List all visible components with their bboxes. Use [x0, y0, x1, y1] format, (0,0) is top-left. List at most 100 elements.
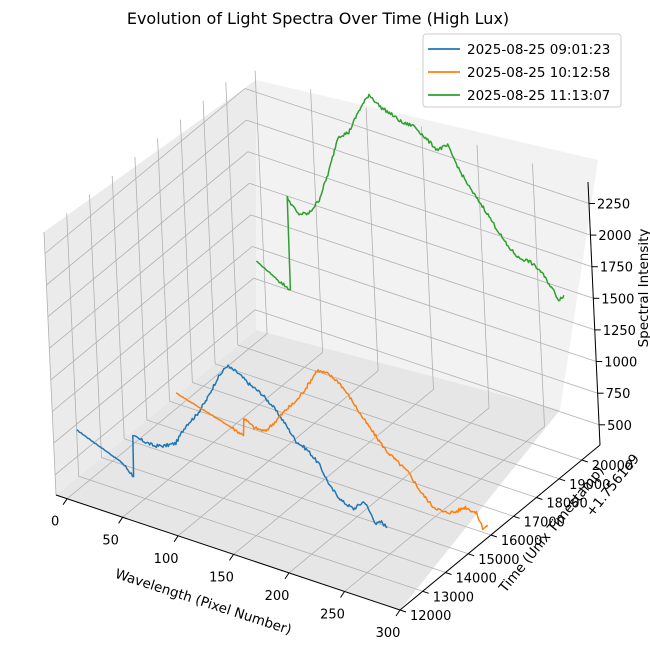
legend-box [422, 33, 622, 108]
grid-line-x [476, 144, 490, 408]
x-tick-label: 50 [102, 533, 119, 548]
grid-line-x [122, 351, 323, 518]
pane-floor [56, 330, 560, 610]
y-tick-mark [581, 459, 588, 463]
grid-line-z [54, 309, 256, 476]
grid-line-x [288, 407, 490, 574]
grid-line-x [233, 389, 434, 555]
grid-line-y [111, 175, 125, 439]
grid-line-y [43, 231, 57, 496]
y-tick-label: 14000 [456, 572, 497, 587]
series-line-1 [76, 364, 388, 529]
grid-line-z [252, 246, 597, 362]
grid-line-x [532, 163, 545, 427]
grid-line-z [246, 119, 591, 236]
grid-line-x [344, 426, 545, 592]
z-tick-label: 1250 [603, 324, 636, 339]
z-axis-label: Spectral Intensity [636, 229, 650, 348]
y-tick-label: 13000 [433, 590, 474, 605]
y-tick-mark [399, 609, 407, 613]
grid-line-z [44, 88, 246, 254]
chart-panes [44, 80, 598, 610]
grid-line-y [202, 100, 216, 364]
grid-line-y [66, 213, 80, 477]
y-tick-label: 17000 [524, 515, 565, 530]
grid-line-z [53, 277, 254, 444]
grid-line-y [192, 382, 537, 498]
y-tick-label: 12000 [410, 609, 451, 624]
grid-lines [43, 70, 601, 611]
x-tick-mark [173, 535, 179, 543]
grid-line-y [89, 194, 102, 458]
z-tick-label: 500 [607, 419, 632, 434]
grid-line-z [47, 151, 249, 318]
x-tick-mark [395, 609, 401, 617]
grid-line-z [51, 246, 253, 412]
series-line-3 [255, 93, 565, 302]
legend-label: 2025-08-25 09:01:23 [467, 42, 610, 58]
grid-line-x [365, 107, 379, 371]
axes [55, 181, 606, 617]
x-tick-mark [340, 591, 345, 598]
legend-label: 2025-08-25 11:13:07 [467, 88, 610, 104]
grid-line-z [253, 277, 598, 394]
grid-line-y [225, 81, 239, 346]
y-tick-mark [445, 572, 452, 575]
grid-line-y [214, 363, 560, 480]
grid-line-z [247, 151, 593, 268]
grid-line-x [254, 70, 268, 334]
y-tick-mark [513, 515, 520, 519]
grid-line-y [169, 400, 514, 517]
grid-line-z [46, 119, 247, 286]
y-tick-mark [536, 497, 543, 500]
y-tick-label: 18000 [546, 497, 587, 512]
y-tick-label: 19000 [569, 478, 610, 493]
y-tick-mark [468, 553, 475, 557]
chart-title: Evolution of Light Spectra Over Time (Hi… [127, 9, 509, 28]
y-tick-label: 15000 [478, 553, 519, 568]
x-tick-mark [284, 572, 290, 580]
x-tick-label: 250 [320, 608, 345, 623]
grid-line-y [157, 138, 170, 402]
grid-line-y [124, 438, 469, 555]
legend: 2025-08-25 09:01:23 2025-08-25 10:12:58 20… [422, 33, 622, 108]
grid-line-y [134, 156, 148, 421]
z-tick-label: 2000 [598, 229, 631, 244]
grid-line-z [244, 88, 590, 204]
z-tick-label: 1500 [601, 292, 634, 307]
x-tick-mark [229, 554, 234, 561]
y-tick-mark [490, 534, 498, 538]
grid-line-y [237, 344, 582, 461]
grid-line-y [146, 419, 492, 536]
grid-line-x [421, 126, 434, 390]
x-tick-mark [62, 498, 68, 505]
grid-line-y [101, 457, 446, 573]
x-tick-label: 150 [209, 570, 234, 585]
grid-line-z [250, 214, 595, 331]
grid-line-x [66, 333, 268, 500]
x-axis-line [55, 494, 401, 611]
legend-label: 2025-08-25 10:12:58 [467, 65, 610, 81]
grid-line-z [249, 182, 594, 299]
grid-line-x [310, 89, 323, 353]
grid-line-y [180, 119, 193, 383]
x-tick-mark [118, 517, 124, 524]
grid-line-x [177, 370, 379, 537]
x-tick-label: 300 [376, 626, 401, 641]
y-axis-line [399, 444, 601, 611]
z-tick-label: 750 [606, 387, 631, 402]
x-tick-label: 0 [51, 515, 59, 530]
y-tick-label: 16000 [501, 534, 542, 549]
z-tick-label: 1000 [604, 356, 637, 371]
y-tick-label: 20000 [592, 459, 633, 474]
x-tick-label: 100 [154, 552, 179, 567]
pane-left [44, 80, 256, 495]
y-tick-mark [422, 590, 429, 594]
z-tick-label: 2250 [597, 198, 630, 213]
grid-line-z [254, 309, 600, 426]
grid-line-y [78, 475, 423, 592]
x-tick-label: 200 [265, 589, 290, 604]
y-axis-label: Time (Unix Timestamp) [495, 463, 607, 596]
z-tick-label: 1750 [600, 261, 633, 276]
